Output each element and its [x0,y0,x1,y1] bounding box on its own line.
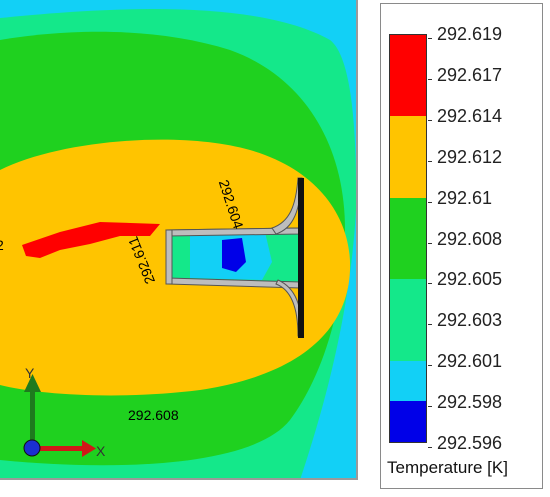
temperature-contour-plot [0,9,356,480]
legend-band-1 [390,75,426,117]
legend-tick [428,160,432,162]
legend-tick [428,119,432,121]
legend-color-bar [389,34,427,443]
y-axis-label: Y [25,365,35,381]
legend-tick [428,365,432,367]
legend-tick [428,406,432,408]
viewport-border-bottom [0,478,358,480]
legend-band-8 [390,360,426,402]
legend-band-5 [390,238,426,280]
legend-band-9 [390,401,426,443]
legend-tick [428,242,432,244]
legend-value: 292.61 [437,187,493,208]
contour-hotspot-red [22,222,160,258]
probe-label-bottom: 292.608 [128,407,179,423]
legend-value: 292.601 [437,351,503,372]
coordinate-triad: Y X [0,360,120,470]
legend-value: 292.598 [437,392,503,413]
legend-value: 292.605 [437,269,503,290]
legend-tick [428,38,432,39]
legend-tick [428,283,432,285]
legend-value: 292.603 [437,310,503,331]
simulation-viewport[interactable]: 2 292.608 292.604 292.611 Y X [0,0,356,480]
legend-tick [428,201,432,203]
heat-sink-part [165,177,304,338]
legend-band-4 [390,197,426,239]
legend-value: 292.608 [437,228,503,249]
legend-value: 292.619 [437,24,503,44]
legend-tick [428,447,432,448]
legend-value: 292.617 [437,64,503,85]
temperature-legend[interactable]: 292.619 292.617 292.614 292.612 292.61 292.60… [380,3,543,489]
legend-band-3 [390,157,426,198]
legend-band-7 [390,319,426,361]
axis-triad-icon [23,374,96,457]
legend-tick [428,78,432,80]
legend-band-6 [390,279,426,320]
viewport-border-right [356,0,358,480]
legend-band-2 [390,116,426,158]
legend-tick [428,324,432,326]
legend-band-0 [390,35,426,76]
x-axis-label: X [96,443,106,459]
legend-value: 292.614 [437,105,503,126]
legend-value: 292.612 [437,146,503,167]
contour-band-cyan-right [300,210,356,480]
probe-label-edge: 2 [0,238,4,252]
legend-title: Temperature [K] [387,458,508,477]
legend-value: 292.596 [437,433,503,453]
